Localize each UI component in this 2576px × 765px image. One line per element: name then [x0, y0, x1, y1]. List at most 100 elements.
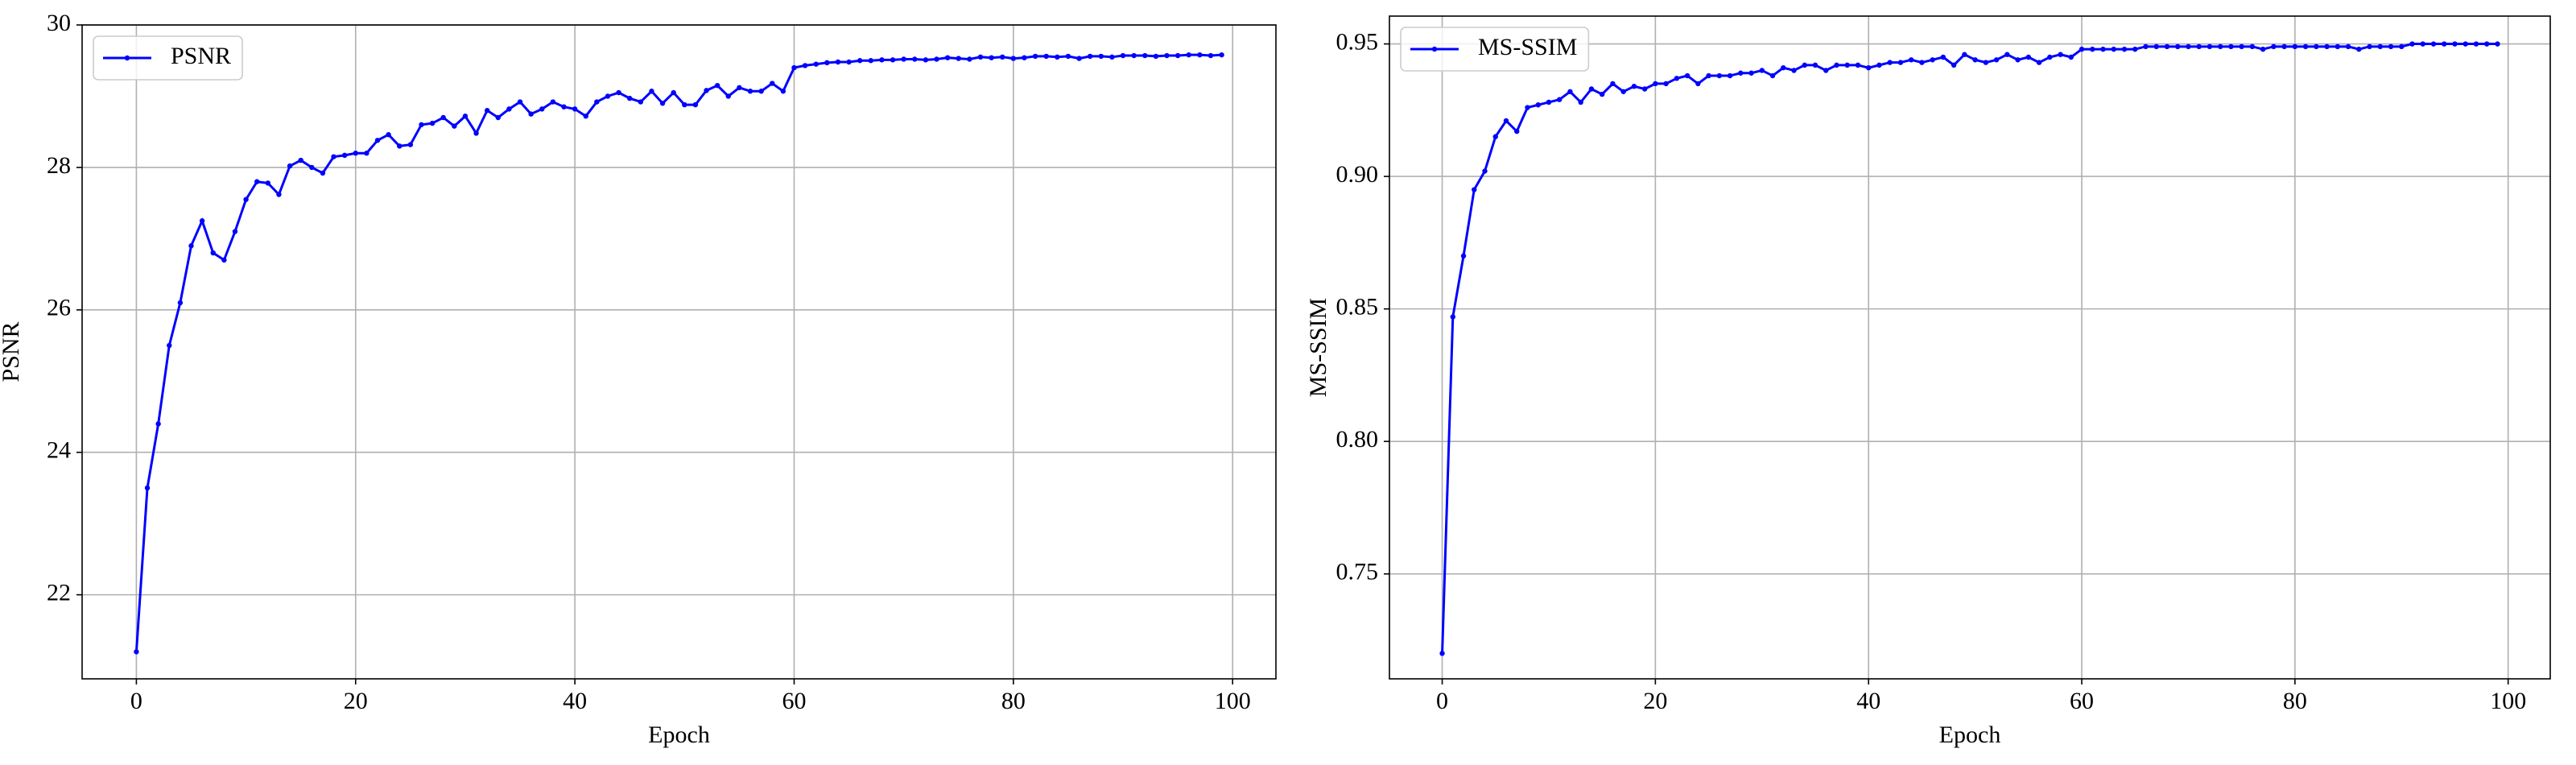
- data-point: [265, 180, 271, 186]
- data-point: [967, 56, 972, 62]
- data-point: [2004, 52, 2010, 57]
- data-point: [298, 157, 303, 163]
- legend-marker: [1431, 46, 1438, 52]
- data-point: [1759, 68, 1765, 73]
- data-point: [276, 192, 282, 197]
- x-tick-label: 40: [563, 688, 587, 714]
- data-point: [1684, 72, 1690, 79]
- data-point: [134, 649, 139, 655]
- data-point: [1208, 52, 1214, 59]
- data-point: [879, 57, 885, 63]
- data-point: [2068, 54, 2074, 60]
- data-point: [1525, 105, 1530, 110]
- x-axis-label: Epoch: [1939, 722, 2001, 748]
- data-point: [1930, 57, 1935, 63]
- data-line: [134, 53, 1222, 652]
- data-point: [1164, 52, 1170, 59]
- data-point: [341, 152, 348, 159]
- data-point: [1032, 53, 1038, 60]
- data-point: [2186, 43, 2191, 50]
- x-tick-label: 60: [2070, 688, 2094, 714]
- data-point: [167, 342, 172, 349]
- data-point: [1439, 651, 1445, 656]
- data-point: [2356, 46, 2362, 52]
- data-point: [747, 89, 753, 94]
- data-point: [188, 243, 194, 249]
- data-point: [364, 151, 369, 156]
- data-point: [419, 122, 424, 128]
- y-tick-label: 28: [47, 152, 71, 179]
- data-point: [473, 130, 479, 136]
- chart-panel: 0 20 40 60 80 100 0.75 0.80 0.85 0.90 0.95 Epoch MS-…: [1305, 15, 2551, 748]
- data-point: [780, 89, 786, 94]
- data-point: [2015, 57, 2021, 63]
- x-tick-label: 40: [1856, 688, 1880, 714]
- data-point: [2196, 43, 2202, 50]
- data-point: [934, 56, 939, 62]
- data-point: [2281, 43, 2287, 50]
- x-tick-label: 20: [1643, 688, 1667, 714]
- data-point: [1098, 53, 1104, 60]
- data-point: [232, 229, 238, 234]
- y-tick-label: 22: [47, 580, 71, 606]
- x-tick-label: 80: [2283, 688, 2307, 714]
- data-point: [956, 56, 961, 61]
- data-point: [2111, 46, 2116, 52]
- data-point: [1802, 62, 1807, 68]
- data-point: [1065, 53, 1071, 60]
- data-point: [2249, 43, 2256, 50]
- axes-frame: [81, 24, 1277, 680]
- data-point: [572, 106, 578, 112]
- data-point: [2143, 43, 2149, 50]
- data-point: [912, 56, 918, 62]
- data-point: [2036, 60, 2042, 65]
- data-point: [2132, 46, 2138, 52]
- data-point: [1866, 64, 1872, 71]
- data-point: [1887, 60, 1893, 65]
- data-point: [1043, 53, 1049, 60]
- data-point: [1844, 62, 1850, 68]
- legend: MS-SSIM: [1400, 27, 1590, 72]
- data-point: [1812, 62, 1818, 68]
- data-point: [1197, 52, 1203, 58]
- y-tick-label: 30: [47, 10, 71, 36]
- data-point: [177, 300, 184, 306]
- data-point: [1781, 64, 1786, 71]
- data-point: [2399, 43, 2405, 50]
- data-point: [1641, 86, 1648, 92]
- data-point: [1557, 97, 1563, 102]
- data-point: [1653, 81, 1658, 87]
- data-point: [2314, 43, 2319, 50]
- y-tick-label: 0.85: [1336, 294, 1379, 320]
- data-point: [2388, 43, 2394, 50]
- data-point: [1674, 76, 1680, 81]
- data-point: [440, 114, 446, 121]
- data-point: [802, 63, 808, 68]
- data-point: [1482, 168, 1488, 174]
- data-point: [813, 61, 819, 67]
- data-point: [1022, 55, 1027, 60]
- data-point: [539, 106, 545, 112]
- y-tick-label: 26: [47, 295, 71, 321]
- data-point: [1153, 53, 1159, 60]
- chart-panel: 0 20 40 60 80 100 22 24 26 28 30 Epoch PSNR PSNR: [0, 10, 1277, 748]
- x-tick-label: 100: [1215, 688, 1251, 714]
- data-point: [1174, 52, 1181, 59]
- data-point: [638, 99, 644, 105]
- data-point: [2334, 43, 2341, 50]
- y-tick-label: 24: [47, 437, 71, 464]
- data-point: [243, 196, 249, 202]
- y-axis-label: MS-SSIM: [1305, 298, 1331, 397]
- data-point: [320, 170, 326, 176]
- data-point: [1706, 72, 1711, 79]
- data-point: [309, 164, 315, 171]
- data-point: [594, 99, 600, 105]
- data-point: [1514, 128, 1520, 134]
- data-point: [1186, 52, 1191, 58]
- data-point: [868, 58, 874, 64]
- data-point: [1983, 60, 1989, 65]
- data-point: [1087, 53, 1093, 60]
- data-point: [923, 57, 929, 63]
- data-point: [1588, 86, 1595, 92]
- x-tick-label: 100: [2490, 688, 2526, 714]
